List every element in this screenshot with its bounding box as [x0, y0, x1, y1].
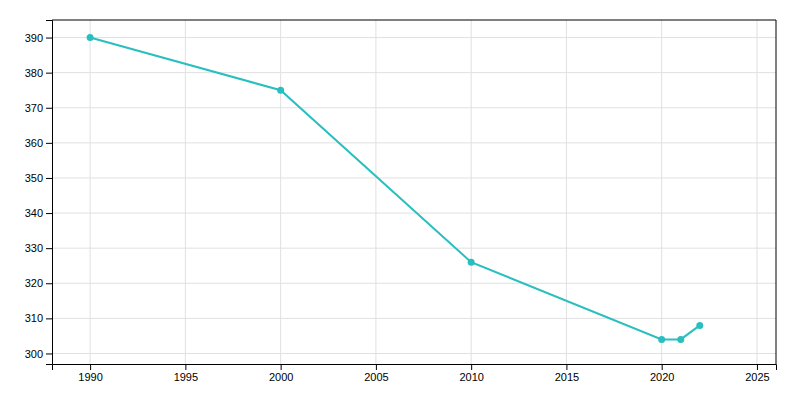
frame-top — [52, 20, 776, 21]
x-tick-mark — [185, 364, 186, 370]
y-tick-label: 340 — [25, 207, 43, 219]
y-tick: 310 — [25, 312, 52, 324]
y-tick-mark — [46, 73, 52, 74]
x-tick-label: 1990 — [78, 371, 102, 383]
plot-area: 1990 1995 2000 2005 2010 2015 2020 2025 300 310 32… — [25, 20, 777, 383]
y-tick-label: 380 — [25, 67, 43, 79]
grid-line-y — [52, 213, 776, 214]
x-tick-label: 2025 — [745, 371, 769, 383]
y-tick-mark — [46, 318, 52, 319]
x-tick-label: 2005 — [364, 371, 388, 383]
grid-line-y — [52, 353, 776, 354]
grid-line-x — [661, 20, 662, 364]
x-tick: 2015 — [555, 364, 579, 383]
x-tick-mark — [662, 364, 663, 370]
frame-right — [776, 20, 777, 364]
y-tick: 340 — [25, 207, 52, 219]
y-tick: 350 — [25, 172, 52, 184]
x-tick-label: 2010 — [459, 371, 483, 383]
chart-container: 1990 1995 2000 2005 2010 2015 2020 2025 300 310 32… — [0, 0, 800, 400]
grid-line-x — [90, 20, 91, 364]
y-tick-mark — [46, 143, 52, 144]
x-tick-label: 2015 — [555, 371, 579, 383]
x-tick-mark — [281, 364, 282, 370]
grid-line-y — [52, 248, 776, 249]
grid-line-y — [52, 283, 776, 284]
x-tick: 1990 — [78, 364, 102, 383]
y-tick-mark — [46, 108, 52, 109]
y-axis-line — [46, 21, 53, 365]
grid-line-x — [375, 20, 376, 364]
y-tick-label: 300 — [25, 347, 43, 359]
point — [677, 336, 684, 343]
y-tick-mark — [46, 178, 52, 179]
y-tick-label: 370 — [25, 102, 43, 114]
y-tick-mark — [46, 213, 52, 214]
x-tick-mark — [471, 364, 472, 370]
point — [87, 34, 94, 41]
grid-line-x — [280, 20, 281, 364]
y-tick-label: 360 — [25, 137, 43, 149]
marks — [87, 34, 704, 343]
grid-line-y — [52, 37, 776, 38]
point — [658, 336, 665, 343]
point — [277, 87, 284, 94]
point — [696, 322, 703, 329]
x-axis: 1990 1995 2000 2005 2010 2015 2020 2025 — [53, 364, 777, 383]
x-tick-mark — [90, 364, 91, 370]
x-tick-label: 1995 — [174, 371, 198, 383]
grid-line-y — [52, 142, 776, 143]
chart-svg: 1990 1995 2000 2005 2010 2015 2020 2025 300 310 32… — [0, 0, 800, 400]
y-tick: 360 — [25, 137, 52, 149]
grid-line-y — [52, 72, 776, 73]
y-tick: 380 — [25, 67, 52, 79]
y-tick: 320 — [25, 277, 52, 289]
grid-line-y — [52, 177, 776, 178]
grid-line-y — [52, 318, 776, 319]
grid-line-x — [756, 20, 757, 364]
grid — [52, 20, 776, 364]
y-tick-label: 310 — [25, 312, 43, 324]
y-axis: 300 310 320 330 340 350 360 370 380 390 — [25, 21, 53, 365]
grid-line-x — [471, 20, 472, 364]
y-tick-mark — [46, 283, 52, 284]
y-tick-label: 350 — [25, 172, 43, 184]
y-tick: 330 — [25, 242, 52, 254]
y-tick: 300 — [25, 347, 52, 359]
y-tick-mark — [46, 248, 52, 249]
x-tick: 1995 — [174, 364, 198, 383]
x-tick: 2000 — [269, 364, 293, 383]
y-tick: 390 — [25, 32, 52, 44]
y-tick-label: 390 — [25, 32, 43, 44]
grid-line-x — [185, 20, 186, 364]
x-tick: 2010 — [459, 364, 483, 383]
x-tick-mark — [757, 364, 758, 370]
grid-line-x — [566, 20, 567, 364]
x-tick: 2005 — [364, 364, 388, 383]
y-tick-mark — [46, 353, 52, 354]
line — [90, 38, 700, 340]
x-tick-mark — [376, 364, 377, 370]
y-tick-mark — [46, 38, 52, 39]
x-tick-label: 2000 — [269, 371, 293, 383]
x-tick-label: 2020 — [650, 371, 674, 383]
x-axis-line — [53, 365, 777, 371]
grid-line-y — [52, 107, 776, 108]
y-tick-label: 320 — [25, 277, 43, 289]
x-tick-mark — [566, 364, 567, 370]
x-tick: 2020 — [650, 364, 674, 383]
x-tick: 2025 — [745, 364, 769, 383]
y-tick-label: 330 — [25, 242, 43, 254]
y-tick: 370 — [25, 102, 52, 114]
point — [468, 259, 475, 266]
